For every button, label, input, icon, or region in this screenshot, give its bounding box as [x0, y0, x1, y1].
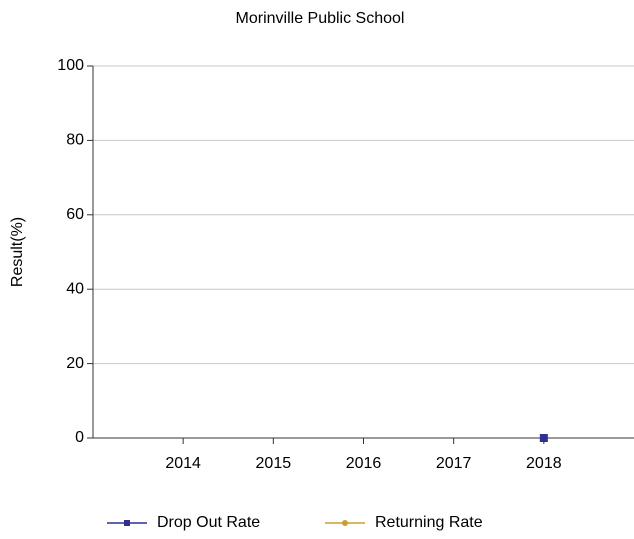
y-axis-label: Result(%)	[9, 217, 26, 287]
y-tick-label: 80	[66, 132, 84, 149]
x-tick-label: 2014	[165, 455, 201, 472]
y-tick-label: 60	[66, 206, 84, 223]
legend-label: Drop Out Rate	[157, 514, 260, 531]
legend-marker	[342, 520, 348, 526]
x-tick-label: 2017	[436, 455, 472, 472]
legend-label: Returning Rate	[375, 514, 483, 531]
chart-title: Morinville Public School	[236, 10, 405, 27]
y-tick-label: 0	[75, 429, 84, 446]
x-tick-label: 2016	[346, 455, 382, 472]
x-tick-label: 2018	[526, 455, 562, 472]
x-tick-label: 2015	[256, 455, 292, 472]
y-tick-label: 20	[66, 355, 84, 372]
legend-marker	[124, 520, 130, 526]
y-tick-label: 100	[57, 57, 84, 74]
y-tick-label: 40	[66, 280, 84, 297]
marker	[539, 434, 548, 442]
